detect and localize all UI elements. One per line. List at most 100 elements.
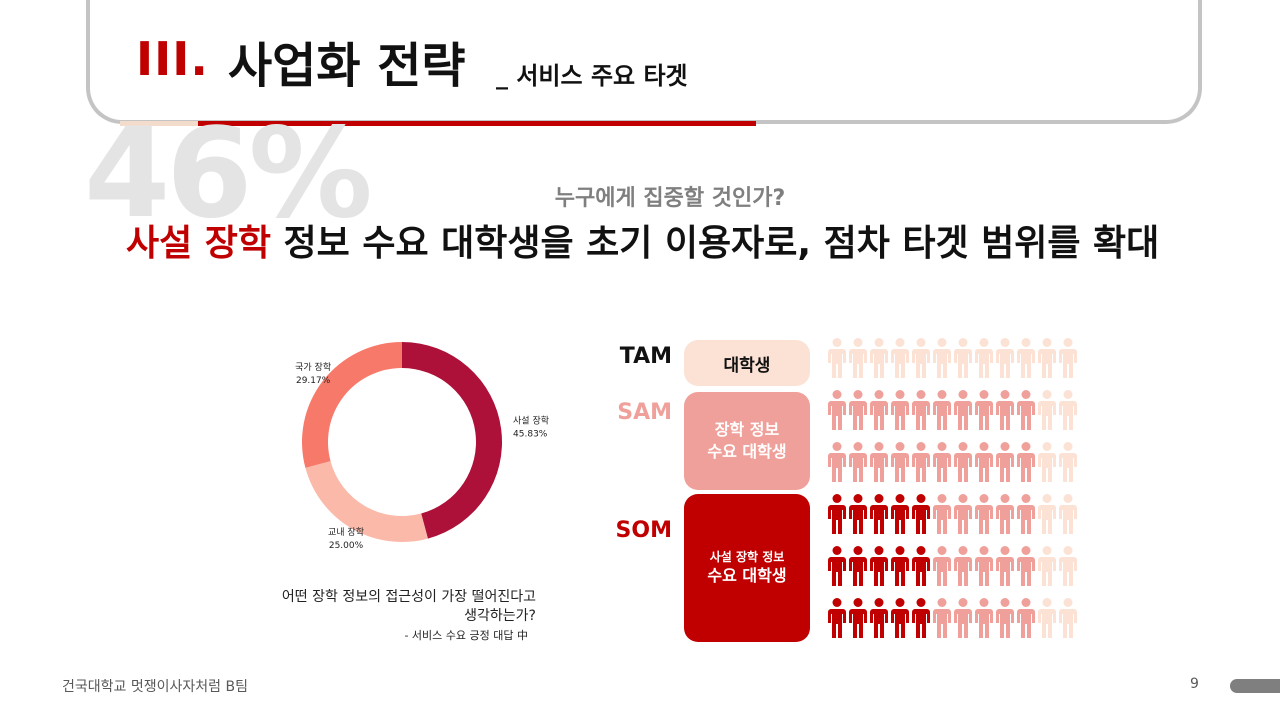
person-icon <box>1017 338 1035 378</box>
person-icon <box>891 442 909 482</box>
person-icon <box>870 338 888 378</box>
page-title: 사업화 전략 <box>228 38 466 94</box>
question-text: 누구에게 집중할 것인가? <box>554 186 786 211</box>
person-icon <box>828 390 846 430</box>
person-icon <box>996 598 1014 638</box>
person-icon <box>870 442 888 482</box>
person-icon <box>1017 390 1035 430</box>
tam-box-text: 대학생 <box>723 355 771 376</box>
page-number: 9 <box>1190 676 1199 692</box>
person-icon <box>954 598 972 638</box>
person-icon <box>975 494 993 534</box>
headline-rest: 정보 수요 대학생을 초기 이용자로, 점차 타겟 범위를 확대 <box>271 223 1160 264</box>
person-icon <box>1017 546 1035 586</box>
person-icon <box>849 598 867 638</box>
person-icon <box>1038 546 1056 586</box>
tam-box: 대학생 <box>684 340 810 386</box>
person-icon <box>891 390 909 430</box>
som-box-line2: 수요 대학생 <box>707 566 787 585</box>
person-icon <box>849 338 867 378</box>
person-icon <box>975 442 993 482</box>
donut-label-0: 사설 장학 45.83% <box>513 415 549 439</box>
person-icon <box>933 598 951 638</box>
person-icon <box>975 338 993 378</box>
person-icon <box>975 546 993 586</box>
som-label: SOM <box>615 518 672 543</box>
people-grid <box>828 338 1077 638</box>
person-icon <box>1059 390 1077 430</box>
donut-slice-1 <box>305 461 428 542</box>
accent-line-light <box>120 121 198 126</box>
person-icon <box>870 390 888 430</box>
person-icon <box>1038 494 1056 534</box>
person-icon <box>1059 546 1077 586</box>
person-icon <box>912 390 930 430</box>
person-icon <box>891 598 909 638</box>
som-box: 사설 장학 정보 수요 대학생 <box>684 494 810 642</box>
person-icon <box>828 494 846 534</box>
section-number: III. <box>136 32 209 86</box>
sam-label: SAM <box>617 400 672 425</box>
person-icon <box>996 442 1014 482</box>
person-icon <box>870 598 888 638</box>
sam-box: 장학 정보 수요 대학생 <box>684 392 810 490</box>
donut-chart: 사설 장학 45.83% 교내 장학 25.00% 국가 장학 29.17% <box>295 342 549 551</box>
person-icon <box>1017 494 1035 534</box>
big-stat-watermark: 46% <box>84 102 373 246</box>
person-icon <box>1038 390 1056 430</box>
som-box-line1: 사설 장학 정보 <box>709 550 785 564</box>
person-icon <box>912 442 930 482</box>
person-icon <box>996 390 1014 430</box>
page-subtitle: _ 서비스 주요 타겟 <box>496 62 688 90</box>
person-icon <box>933 546 951 586</box>
person-icon <box>996 546 1014 586</box>
donut-label-1: 교내 장학 25.00% <box>328 527 364 551</box>
person-icon <box>828 338 846 378</box>
person-icon <box>912 494 930 534</box>
person-icon <box>954 494 972 534</box>
person-icon <box>1059 442 1077 482</box>
caption-note: - 서비스 수요 긍정 대답 中 <box>404 629 528 642</box>
caption-line1: 어떤 장학 정보의 접근성이 가장 떨어진다고 <box>281 589 536 605</box>
person-icon <box>1038 338 1056 378</box>
donut-label-2: 국가 장학 29.17% <box>295 362 331 386</box>
person-icon <box>1038 598 1056 638</box>
donut-slice-2 <box>302 342 402 468</box>
tam-label: TAM <box>619 344 672 369</box>
person-icon <box>912 338 930 378</box>
person-icon <box>912 546 930 586</box>
person-icon <box>975 598 993 638</box>
caption-line2: 생각하는가? <box>464 608 536 624</box>
accent-line-red <box>198 121 756 126</box>
person-icon <box>1059 338 1077 378</box>
person-icon <box>954 546 972 586</box>
headline: 사설 장학 정보 수요 대학생을 초기 이용자로, 점차 타겟 범위를 확대 <box>126 214 1159 266</box>
person-icon <box>849 494 867 534</box>
person-icon <box>933 442 951 482</box>
person-icon <box>1017 442 1035 482</box>
person-icon <box>933 494 951 534</box>
person-icon <box>891 338 909 378</box>
person-icon <box>1059 494 1077 534</box>
sam-box-line1: 장학 정보 <box>714 420 780 439</box>
person-icon <box>1059 598 1077 638</box>
person-icon <box>849 390 867 430</box>
person-icon <box>828 546 846 586</box>
person-icon <box>912 598 930 638</box>
person-icon <box>954 390 972 430</box>
header-frame <box>86 0 1202 124</box>
person-icon <box>996 338 1014 378</box>
sam-box-line2: 수요 대학생 <box>707 442 787 461</box>
person-icon <box>933 338 951 378</box>
person-icon <box>975 390 993 430</box>
person-icon <box>954 442 972 482</box>
person-icon <box>954 338 972 378</box>
donut-slice-0 <box>402 342 502 539</box>
person-icon <box>996 494 1014 534</box>
person-icon <box>849 442 867 482</box>
chart-caption: 어떤 장학 정보의 접근성이 가장 떨어진다고 생각하는가? <box>200 588 536 626</box>
headline-highlight: 사설 장학 <box>126 223 272 264</box>
person-icon <box>891 494 909 534</box>
person-icon <box>828 598 846 638</box>
person-icon <box>828 442 846 482</box>
